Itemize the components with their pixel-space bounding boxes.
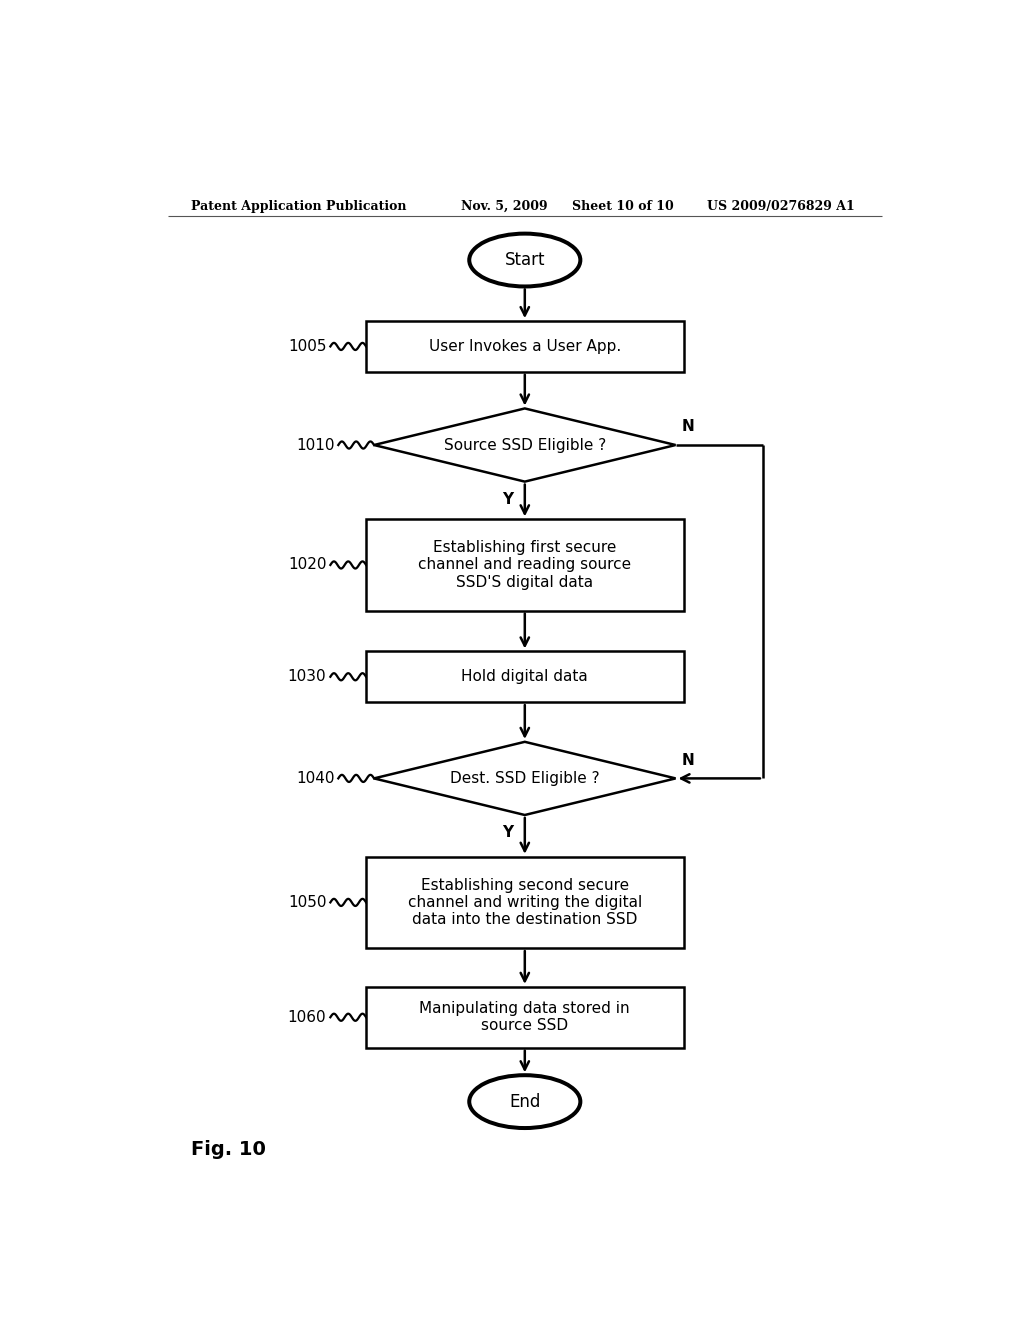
Text: N: N (682, 420, 694, 434)
Text: Dest. SSD Eligible ?: Dest. SSD Eligible ? (450, 771, 600, 785)
Text: Source SSD Eligible ?: Source SSD Eligible ? (443, 437, 606, 453)
Text: End: End (509, 1093, 541, 1110)
Text: Manipulating data stored in
source SSD: Manipulating data stored in source SSD (420, 1001, 630, 1034)
Polygon shape (374, 742, 676, 814)
Polygon shape (374, 408, 676, 482)
Bar (367, 987, 684, 1048)
Bar (367, 857, 684, 948)
Ellipse shape (469, 234, 581, 286)
Text: 1030: 1030 (288, 669, 327, 684)
Text: Y: Y (502, 825, 513, 840)
Text: Hold digital data: Hold digital data (462, 669, 588, 684)
Text: Nov. 5, 2009: Nov. 5, 2009 (461, 199, 548, 213)
Bar (367, 321, 684, 372)
Text: 1020: 1020 (288, 557, 327, 573)
Text: Sheet 10 of 10: Sheet 10 of 10 (572, 199, 674, 213)
Text: Start: Start (505, 251, 545, 269)
Text: Y: Y (502, 492, 513, 507)
Bar (367, 651, 684, 702)
Text: 1010: 1010 (296, 437, 334, 453)
Text: US 2009/0276829 A1: US 2009/0276829 A1 (708, 199, 855, 213)
Text: Establishing first secure
channel and reading source
SSD'S digital data: Establishing first secure channel and re… (418, 540, 632, 590)
Bar (367, 519, 684, 611)
Text: 1060: 1060 (288, 1010, 327, 1024)
Ellipse shape (469, 1076, 581, 1129)
Text: 1050: 1050 (288, 895, 327, 909)
Text: 1040: 1040 (296, 771, 334, 785)
Text: Fig. 10: Fig. 10 (191, 1140, 266, 1159)
Text: N: N (682, 752, 694, 768)
Text: 1005: 1005 (288, 339, 327, 354)
Text: Patent Application Publication: Patent Application Publication (191, 199, 407, 213)
Text: Establishing second secure
channel and writing the digital
data into the destina: Establishing second secure channel and w… (408, 878, 642, 928)
Text: User Invokes a User App.: User Invokes a User App. (429, 339, 621, 354)
